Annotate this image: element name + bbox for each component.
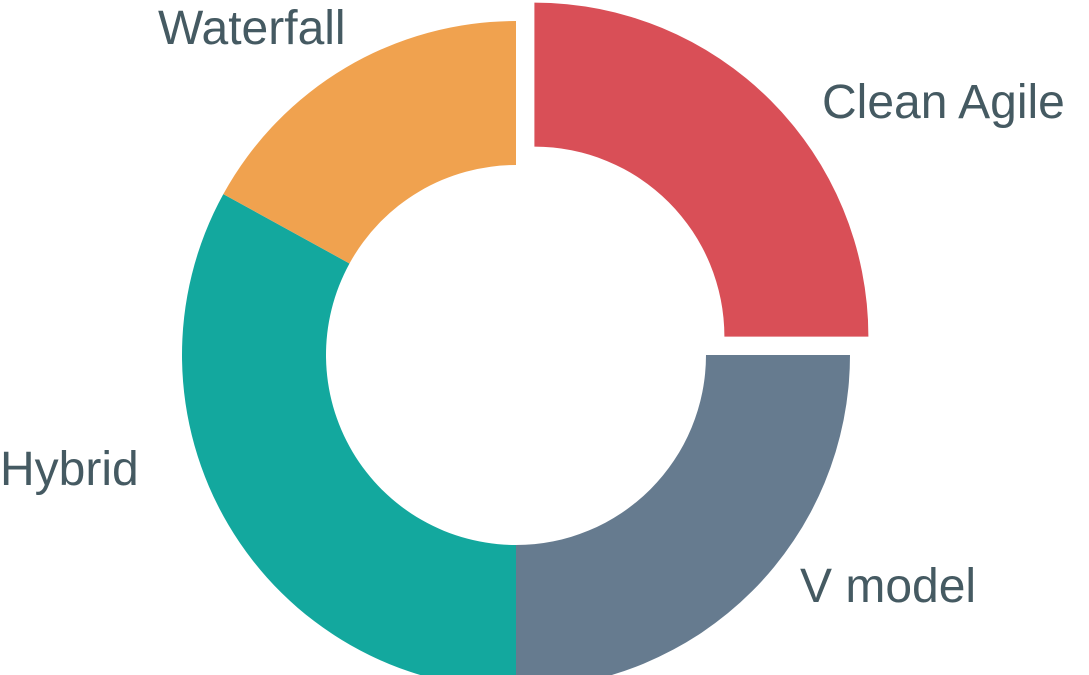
label-hybrid: Hybrid bbox=[0, 443, 139, 496]
slice-labels: Clean Agile V model Hybrid Waterfall bbox=[0, 2, 1065, 613]
slice-clean-agile bbox=[534, 2, 869, 337]
label-waterfall: Waterfall bbox=[158, 2, 346, 55]
slice-hybrid bbox=[182, 194, 516, 675]
slice-v-model bbox=[516, 355, 850, 675]
slice-waterfall bbox=[223, 21, 516, 264]
label-clean-agile: Clean Agile bbox=[822, 76, 1065, 129]
label-v-model: V model bbox=[800, 560, 976, 613]
donut-slices bbox=[182, 2, 869, 675]
